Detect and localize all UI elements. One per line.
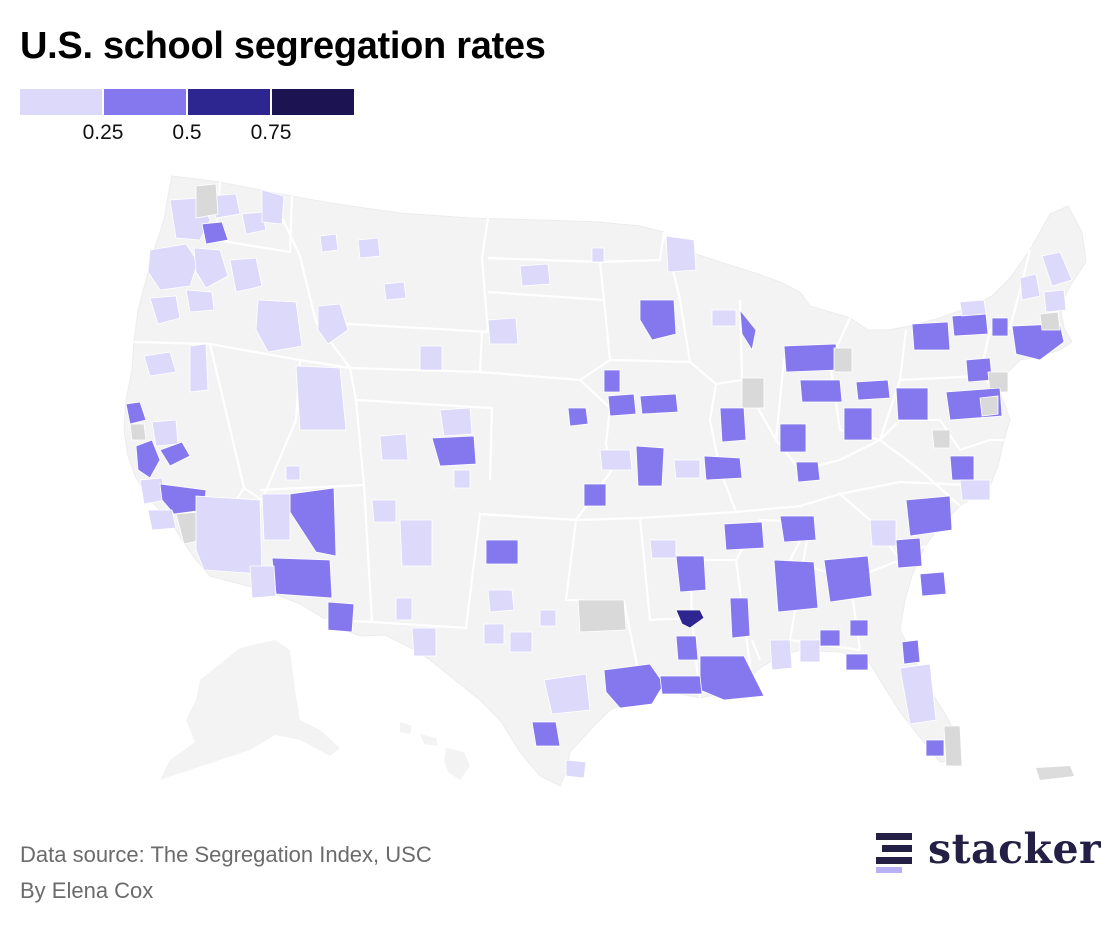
stacker-logo-icon bbox=[876, 833, 912, 873]
legend-tick-label: 0.5 bbox=[172, 121, 202, 144]
puerto-rico-shape bbox=[1036, 766, 1074, 780]
author-byline: By Elena Cox bbox=[20, 878, 154, 903]
us-choropleth-map bbox=[123, 175, 1087, 787]
hawaii-shape bbox=[400, 722, 470, 780]
high-segregation-county bbox=[675, 609, 705, 629]
data-source-note: Data source: The Segregation Index, USC bbox=[20, 842, 432, 867]
legend-swatch-1 bbox=[20, 89, 102, 115]
legend-tick-label: 0.75 bbox=[250, 121, 292, 144]
alaska-shape bbox=[160, 640, 340, 780]
legend-swatch-4 bbox=[272, 89, 354, 115]
legend-tick-label: 0.25 bbox=[82, 121, 124, 144]
color-legend: 0.25 0.5 0.75 bbox=[20, 89, 356, 149]
chart-title: U.S. school segregation rates bbox=[20, 25, 546, 67]
legend-swatch-2 bbox=[104, 89, 186, 115]
stacker-logo[interactable]: stacker bbox=[874, 825, 1104, 874]
county-segregation-fills bbox=[125, 183, 1073, 779]
legend-swatch-3 bbox=[188, 89, 270, 115]
stacker-wordmark: stacker bbox=[928, 825, 1102, 873]
